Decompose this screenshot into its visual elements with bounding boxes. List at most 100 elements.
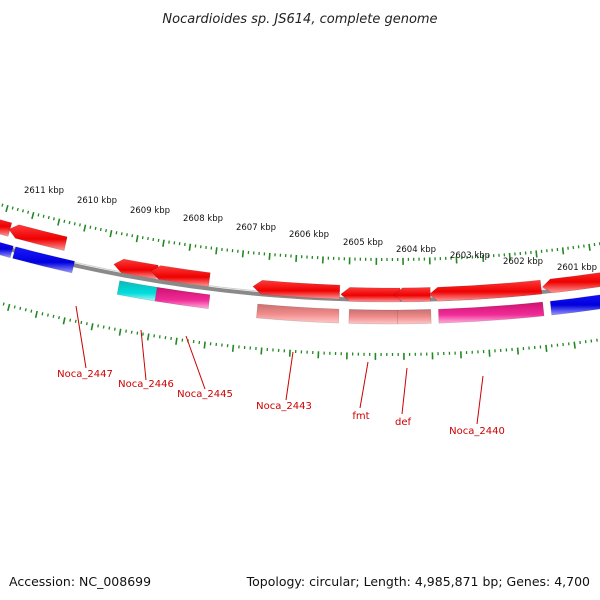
outer-minor-tick — [73, 222, 76, 226]
outer-minor-tick — [147, 236, 149, 241]
accession-text: Accession: NC_008699 — [9, 574, 151, 589]
inner-minor-tick — [13, 305, 16, 309]
tick-label: 2611 kbp — [24, 186, 64, 196]
gene-bar-magenta — [154, 286, 211, 310]
inner-minor-tick — [24, 308, 27, 312]
outer-minor-tick — [126, 233, 128, 237]
inner-minor-tick — [142, 332, 144, 336]
inner-minor-tick — [164, 336, 167, 340]
tick-label: 2608 kbp — [183, 214, 223, 224]
outer-major-tick — [135, 235, 139, 243]
tick-label: 2602 kbp — [503, 257, 543, 267]
inner-minor-tick — [97, 324, 100, 328]
outer-major-tick — [57, 218, 61, 226]
inner-minor-tick — [102, 325, 105, 329]
gene-bar-magenta — [438, 301, 545, 324]
outer-minor-tick — [152, 237, 155, 242]
tick-label: 2606 kbp — [289, 230, 329, 240]
outer-minor-tick — [105, 228, 108, 233]
gene-arrow — [150, 265, 211, 287]
outer-major-tick — [588, 243, 591, 251]
outer-minor-tick — [27, 210, 30, 214]
gene-leader-line — [401, 367, 408, 415]
gene-bar-pink — [397, 309, 432, 325]
outer-minor-tick — [141, 236, 144, 240]
inner-minor-tick — [136, 331, 139, 335]
inner-minor-tick — [41, 312, 44, 316]
outer-major-tick — [268, 252, 271, 260]
gene-bar-blue — [0, 242, 14, 259]
tick-label: 2603 kbp — [450, 251, 490, 261]
gene-arrow — [428, 279, 543, 302]
outer-minor-tick — [52, 217, 55, 221]
outer-minor-tick — [94, 226, 97, 231]
inner-minor-tick — [19, 306, 22, 310]
inner-minor-tick — [125, 329, 127, 333]
outer-minor-tick — [131, 234, 134, 238]
inner-minor-tick — [153, 334, 156, 338]
outer-minor-tick — [168, 240, 170, 244]
outer-major-tick — [83, 224, 87, 232]
gene-label: def — [395, 417, 412, 428]
inner-minor-tick — [2, 302, 5, 306]
outer-major-tick — [535, 250, 538, 258]
inner-major-tick — [231, 344, 235, 352]
inner-minor-tick — [130, 330, 133, 334]
outer-minor-tick — [11, 206, 14, 210]
gene-label: Noca_2445 — [177, 389, 233, 400]
outer-minor-tick — [99, 227, 102, 232]
tick-label: 2601 kbp — [557, 263, 597, 273]
outer-minor-tick — [21, 209, 25, 213]
gene-bar-cyan — [116, 280, 158, 302]
gene-features — [0, 219, 600, 325]
tick-label: 2607 kbp — [236, 223, 276, 233]
inner-minor-tick — [58, 316, 61, 320]
scale-tick-labels: 2611 kbp 2610 kbp 2609 kbp 2608 kbp 2607 kbp… — [24, 186, 597, 273]
outer-major-tick — [241, 250, 245, 258]
outer-scale-ticks — [1, 203, 600, 265]
outer-minor-tick — [120, 232, 123, 236]
inner-minor-tick — [80, 320, 83, 325]
outer-major-tick — [31, 211, 35, 220]
gene-arrow — [340, 287, 401, 303]
inner-minor-tick — [113, 327, 116, 331]
gene-bar-blue — [12, 246, 75, 274]
outer-major-tick — [215, 247, 218, 255]
inner-minor-tick — [181, 338, 184, 342]
outer-major-tick — [109, 230, 113, 238]
outer-minor-tick — [115, 231, 118, 235]
gene-leader-line — [476, 375, 484, 425]
gene-leader-line — [285, 351, 294, 401]
inner-minor-tick — [30, 309, 33, 313]
inner-major-tick — [488, 349, 491, 357]
inner-major-tick — [34, 310, 38, 318]
gene-leader-line — [140, 329, 147, 381]
inner-major-tick — [203, 341, 206, 349]
inner-scale-ticks — [2, 302, 598, 360]
gene-bar-pink — [348, 309, 399, 325]
tick-label: 2604 kbp — [396, 245, 436, 255]
outer-minor-tick — [173, 241, 176, 245]
inner-minor-tick — [69, 318, 72, 322]
gene-arrow — [252, 279, 341, 300]
map-title: Nocardioides sp. JS614, complete genome — [162, 12, 437, 27]
outer-minor-tick — [37, 213, 40, 217]
inner-minor-tick — [85, 322, 88, 326]
gene-leader-line — [185, 335, 206, 390]
outer-major-tick — [188, 243, 192, 251]
inner-major-tick — [7, 303, 11, 312]
gene-leader-line — [75, 305, 87, 369]
gene-label: Noca_2446 — [118, 379, 174, 390]
inner-major-tick — [545, 344, 548, 352]
gene-arrow — [0, 219, 13, 237]
outer-major-tick — [482, 254, 485, 262]
outer-minor-tick — [157, 238, 160, 242]
gene-arrow — [8, 224, 68, 251]
gene-label: Noca_2440 — [449, 426, 505, 437]
inner-minor-tick — [108, 326, 111, 330]
outer-minor-tick — [1, 203, 4, 207]
tick-label: 2610 kbp — [77, 196, 117, 206]
inner-major-tick — [146, 333, 150, 341]
